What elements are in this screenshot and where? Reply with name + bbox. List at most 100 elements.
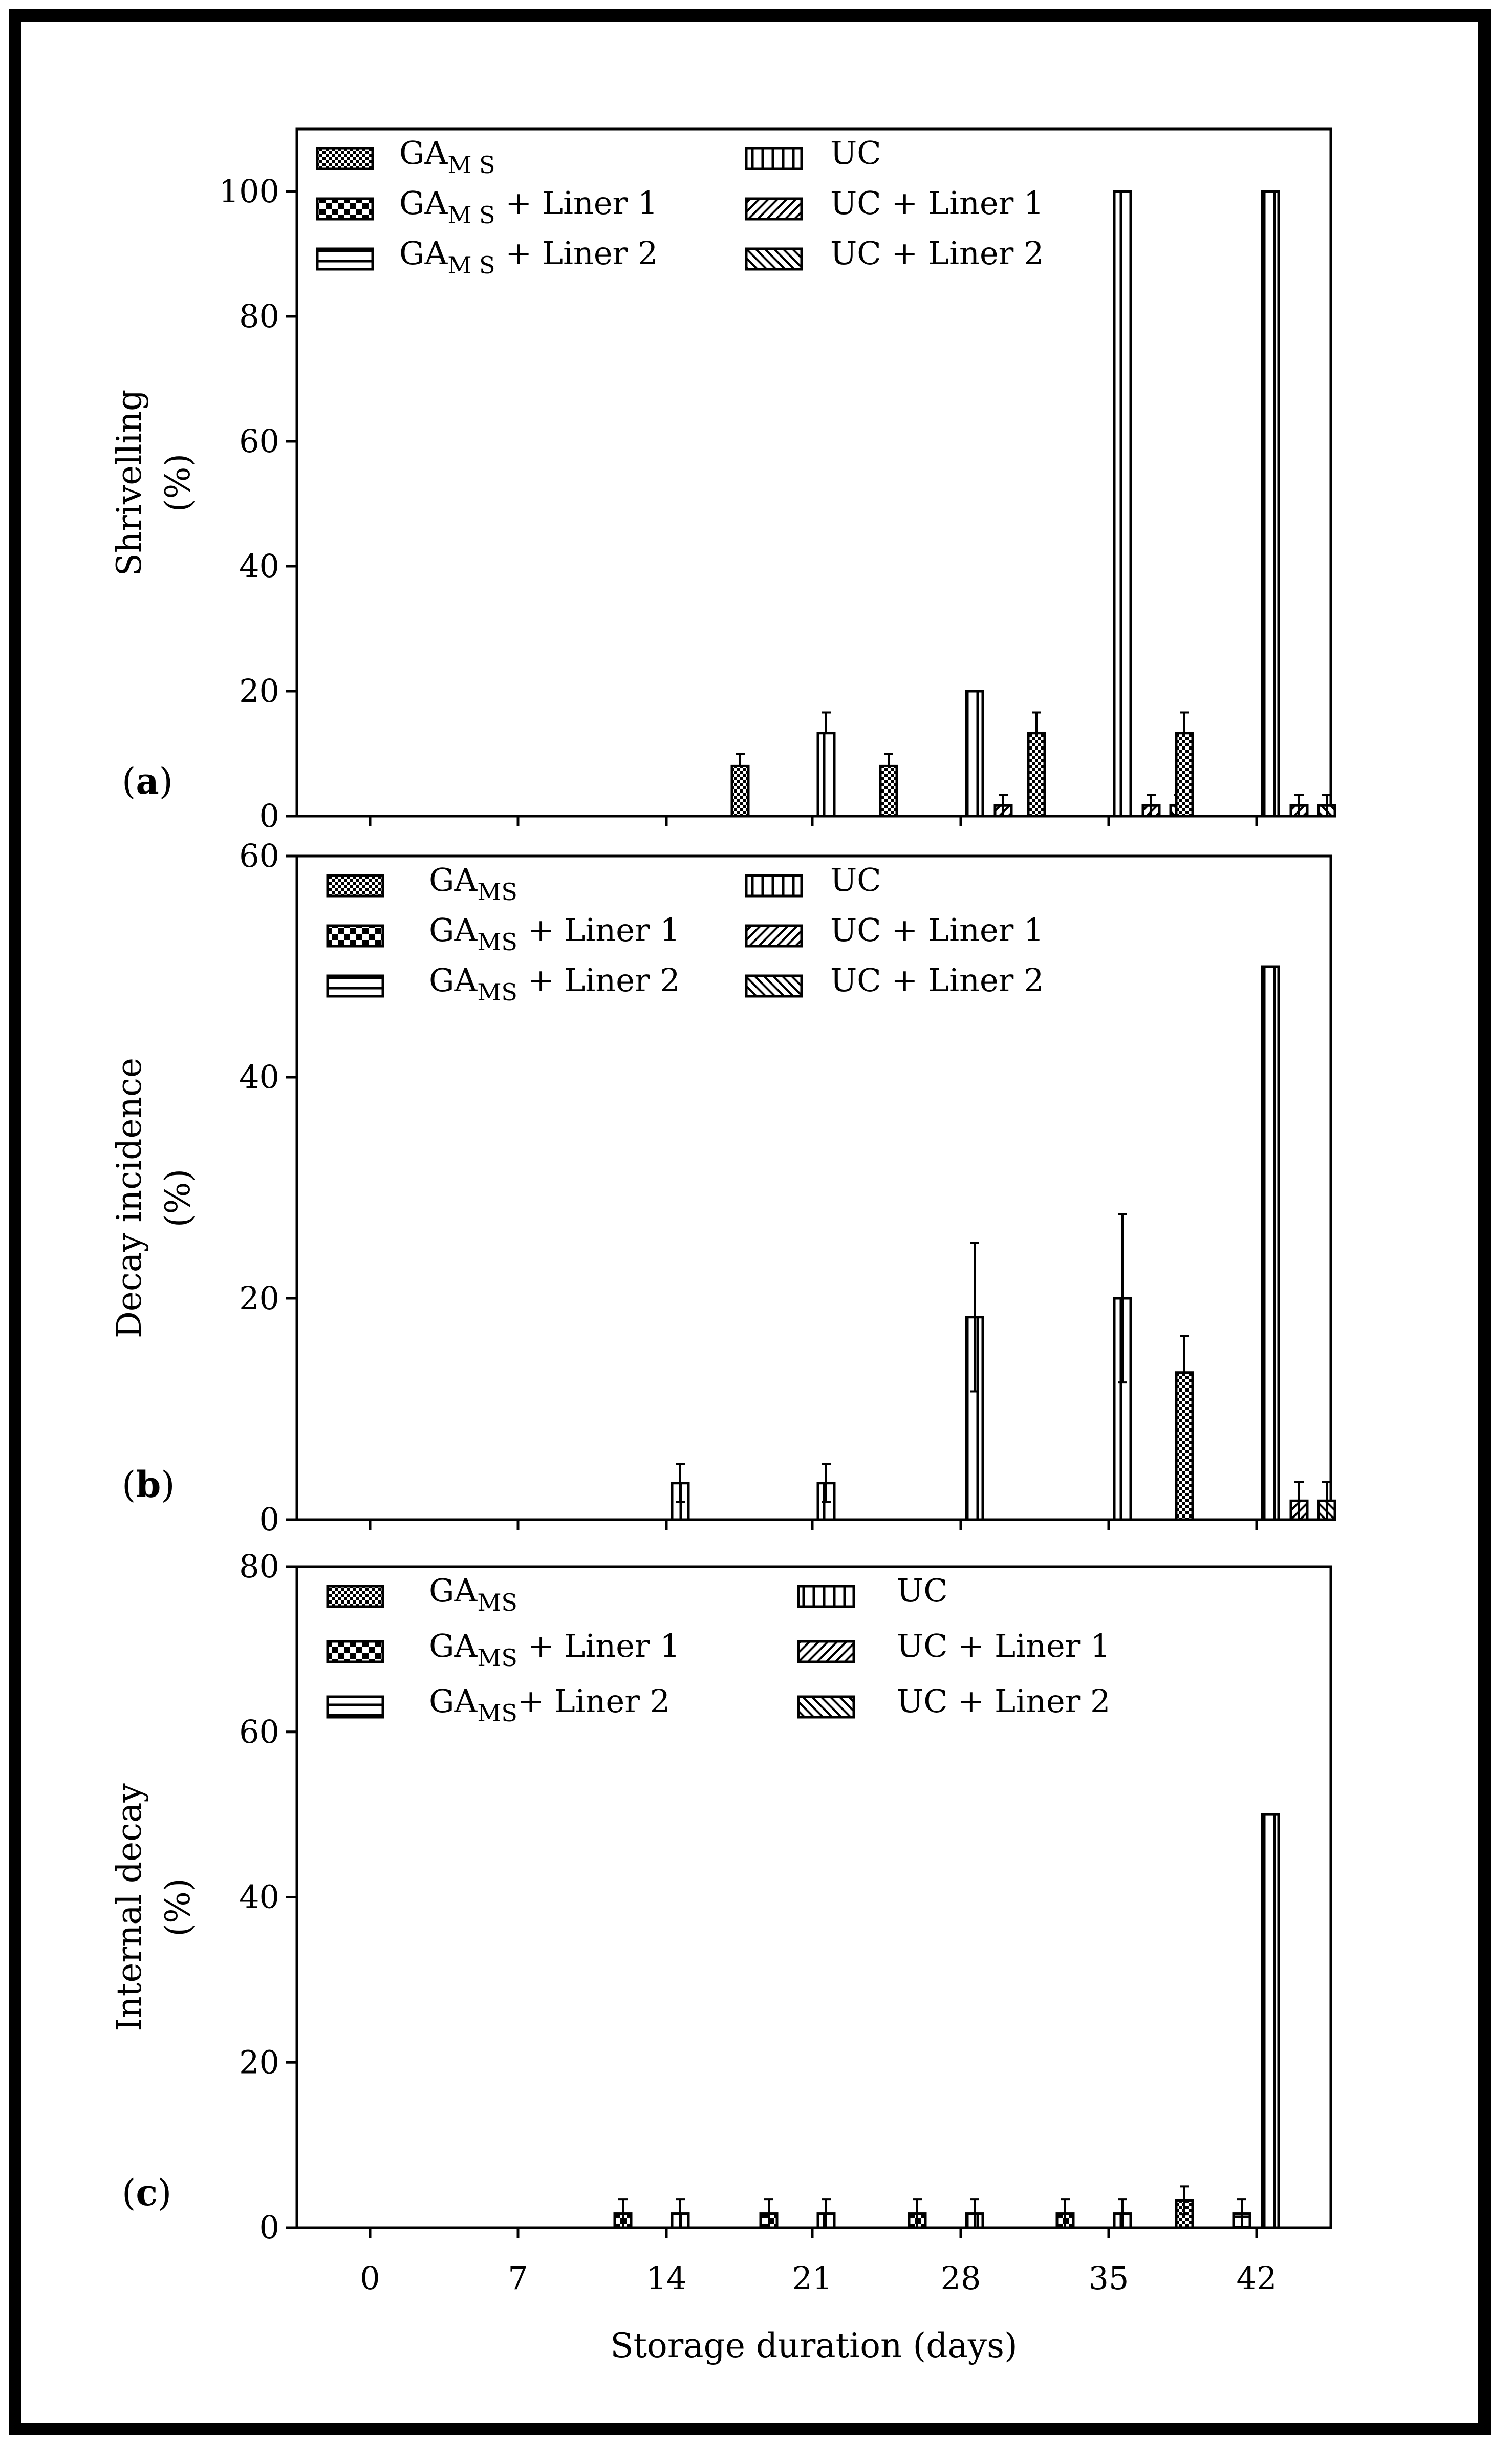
x-tick-label: 42 [1237,2259,1277,2297]
bar [1261,1813,1280,2229]
legend-label: GAMS + Liner 2 [429,962,680,1006]
legend-swatch [326,1585,384,1608]
y-tick-label: 40 [239,1878,279,1916]
legend-swatch [326,974,384,998]
y-axis-title: Shrivelling [110,390,149,576]
legend-suffix: + Liner 1 [517,1627,680,1664]
y-tick-label: 80 [239,297,279,335]
legend-label: UC + Liner 2 [830,962,1044,999]
x-tick-label: 0 [360,2259,380,2297]
bar [1027,732,1046,818]
legend-subscript: M S [447,201,495,229]
y-tick-label: 20 [239,1279,279,1317]
plot-frame [295,1565,1332,2229]
bar [730,764,750,818]
x-axis-title: Storage duration (days) [610,2326,1017,2365]
legend-label: UC + Liner 2 [830,234,1044,272]
legend-label: UC + Liner 2 [897,1682,1110,1720]
legend-label: GAMS [429,861,517,906]
y-axis-unit: (%) [158,454,198,512]
legend-swatch [316,147,374,170]
legend-swatch [326,874,384,898]
legend-swatch [745,247,803,271]
x-tick-label: 35 [1089,2259,1129,2297]
legend-label: GAM S + Liner 1 [399,184,658,229]
legend-label: UC + Liner 1 [830,911,1044,949]
legend-subscript: MS [477,1589,517,1616]
panel-label: (c) [122,2171,171,2214]
legend-label: UC + Liner 1 [897,1627,1110,1664]
legend-suffix: + Liner 2 [517,1682,670,1720]
x-tick-label: 14 [646,2259,687,2297]
y-tick-label: 80 [239,1548,279,1585]
bar [965,690,984,818]
panel-b: 0 20 40 60 Decay incidence (%) (b) GAMS GAMS + L… [110,837,1336,1538]
y-tick-label: 100 [219,173,279,210]
panel-letter: b [136,1463,161,1506]
legend-swatch [326,924,384,948]
bar [1113,1297,1132,1521]
legend-label: GAMS + Liner 1 [429,911,680,956]
x-tick-label: 28 [941,2259,981,2297]
legend-swatch [326,1640,384,1663]
y-tick-label: 0 [260,797,279,835]
legend-label: UC [830,861,881,899]
legend-suffix: + Liner 1 [495,184,658,222]
legend-subscript: MS [477,978,517,1006]
legend-subscript: M S [447,251,495,279]
legend-subscript: MS [477,928,517,956]
panel-letter: c [136,2171,158,2214]
legend-swatch [316,247,374,271]
x-tick-label: 7 [508,2259,528,2297]
panel-label: (a) [122,760,173,802]
panel-c: 0 20 40 60 80 Internal decay (%) (c) GAMS GAMS + … [110,1548,1332,2365]
legend-swatch [797,1640,855,1663]
plot-frame [295,127,1332,818]
legend-label: GAMS + Liner 1 [429,1627,680,1672]
y-tick-label: 60 [239,422,279,460]
legend-subscript: M S [447,151,495,179]
legend-swatch [326,1695,384,1719]
legend-suffix: + Liner 1 [517,911,680,949]
panel-a: 0 20 40 60 80 100 Shrivelling (%) (a) GAM S GAM S … [110,127,1336,835]
bar [1261,965,1280,1521]
y-tick-label: 0 [260,2209,279,2246]
bar [1113,190,1132,818]
legend-label: GAMS+ Liner 2 [429,1682,670,1727]
y-tick-label: 20 [239,2043,279,2081]
y-tick-label: 0 [260,1501,279,1538]
y-tick-label: 60 [239,1713,279,1750]
legend-label: GAMS [429,1572,517,1616]
y-axis-unit: (%) [158,1169,198,1227]
legend-swatch [745,924,803,948]
y-tick-label: 40 [239,547,279,585]
legend-swatch [745,974,803,998]
bar [879,764,898,818]
legend-label: UC [830,134,881,172]
y-tick-label: 60 [239,837,279,874]
legend-subscript: MS [477,878,517,906]
bar [1175,732,1194,818]
legend-swatch [797,1585,855,1608]
y-axis-title: Decay incidence [110,1058,149,1338]
legend-label: UC + Liner 1 [830,184,1044,222]
y-axis-unit: (%) [158,1878,198,1936]
plot-frame [295,854,1332,1521]
y-axis-title: Internal decay [110,1783,149,2032]
legend-subscript: MS [477,1699,517,1727]
legend-swatch [745,874,803,898]
legend-swatch [316,197,374,221]
legend-suffix: + Liner 2 [495,234,658,272]
legend-label: GAM S + Liner 2 [399,234,658,279]
panel-label: (b) [122,1463,175,1506]
y-tick-label: 40 [239,1058,279,1096]
legend-subscript: MS [477,1644,517,1672]
figure-frame [9,9,1491,2435]
legend-suffix: + Liner 2 [517,962,680,999]
legend-label: GAM S [399,134,495,179]
x-tick-label: 21 [792,2259,833,2297]
bar [816,732,836,818]
legend-swatch [797,1695,855,1719]
